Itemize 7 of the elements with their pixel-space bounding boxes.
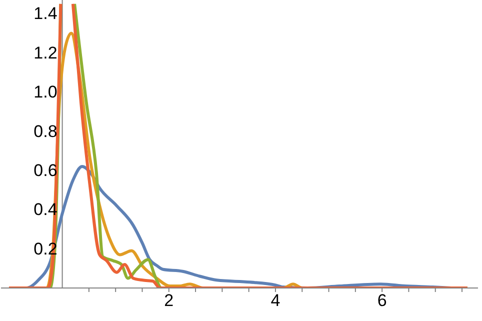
y-tick-label: 1.0 (34, 82, 58, 102)
y-tick-label: 0.8 (34, 122, 58, 141)
y-tick-label: 1.2 (34, 43, 58, 62)
x-tick-label: 2 (164, 291, 174, 310)
x-tick-label: 4 (270, 291, 280, 310)
x-tick-label: 6 (377, 291, 387, 310)
y-tick-label: 1.4 (34, 4, 58, 24)
